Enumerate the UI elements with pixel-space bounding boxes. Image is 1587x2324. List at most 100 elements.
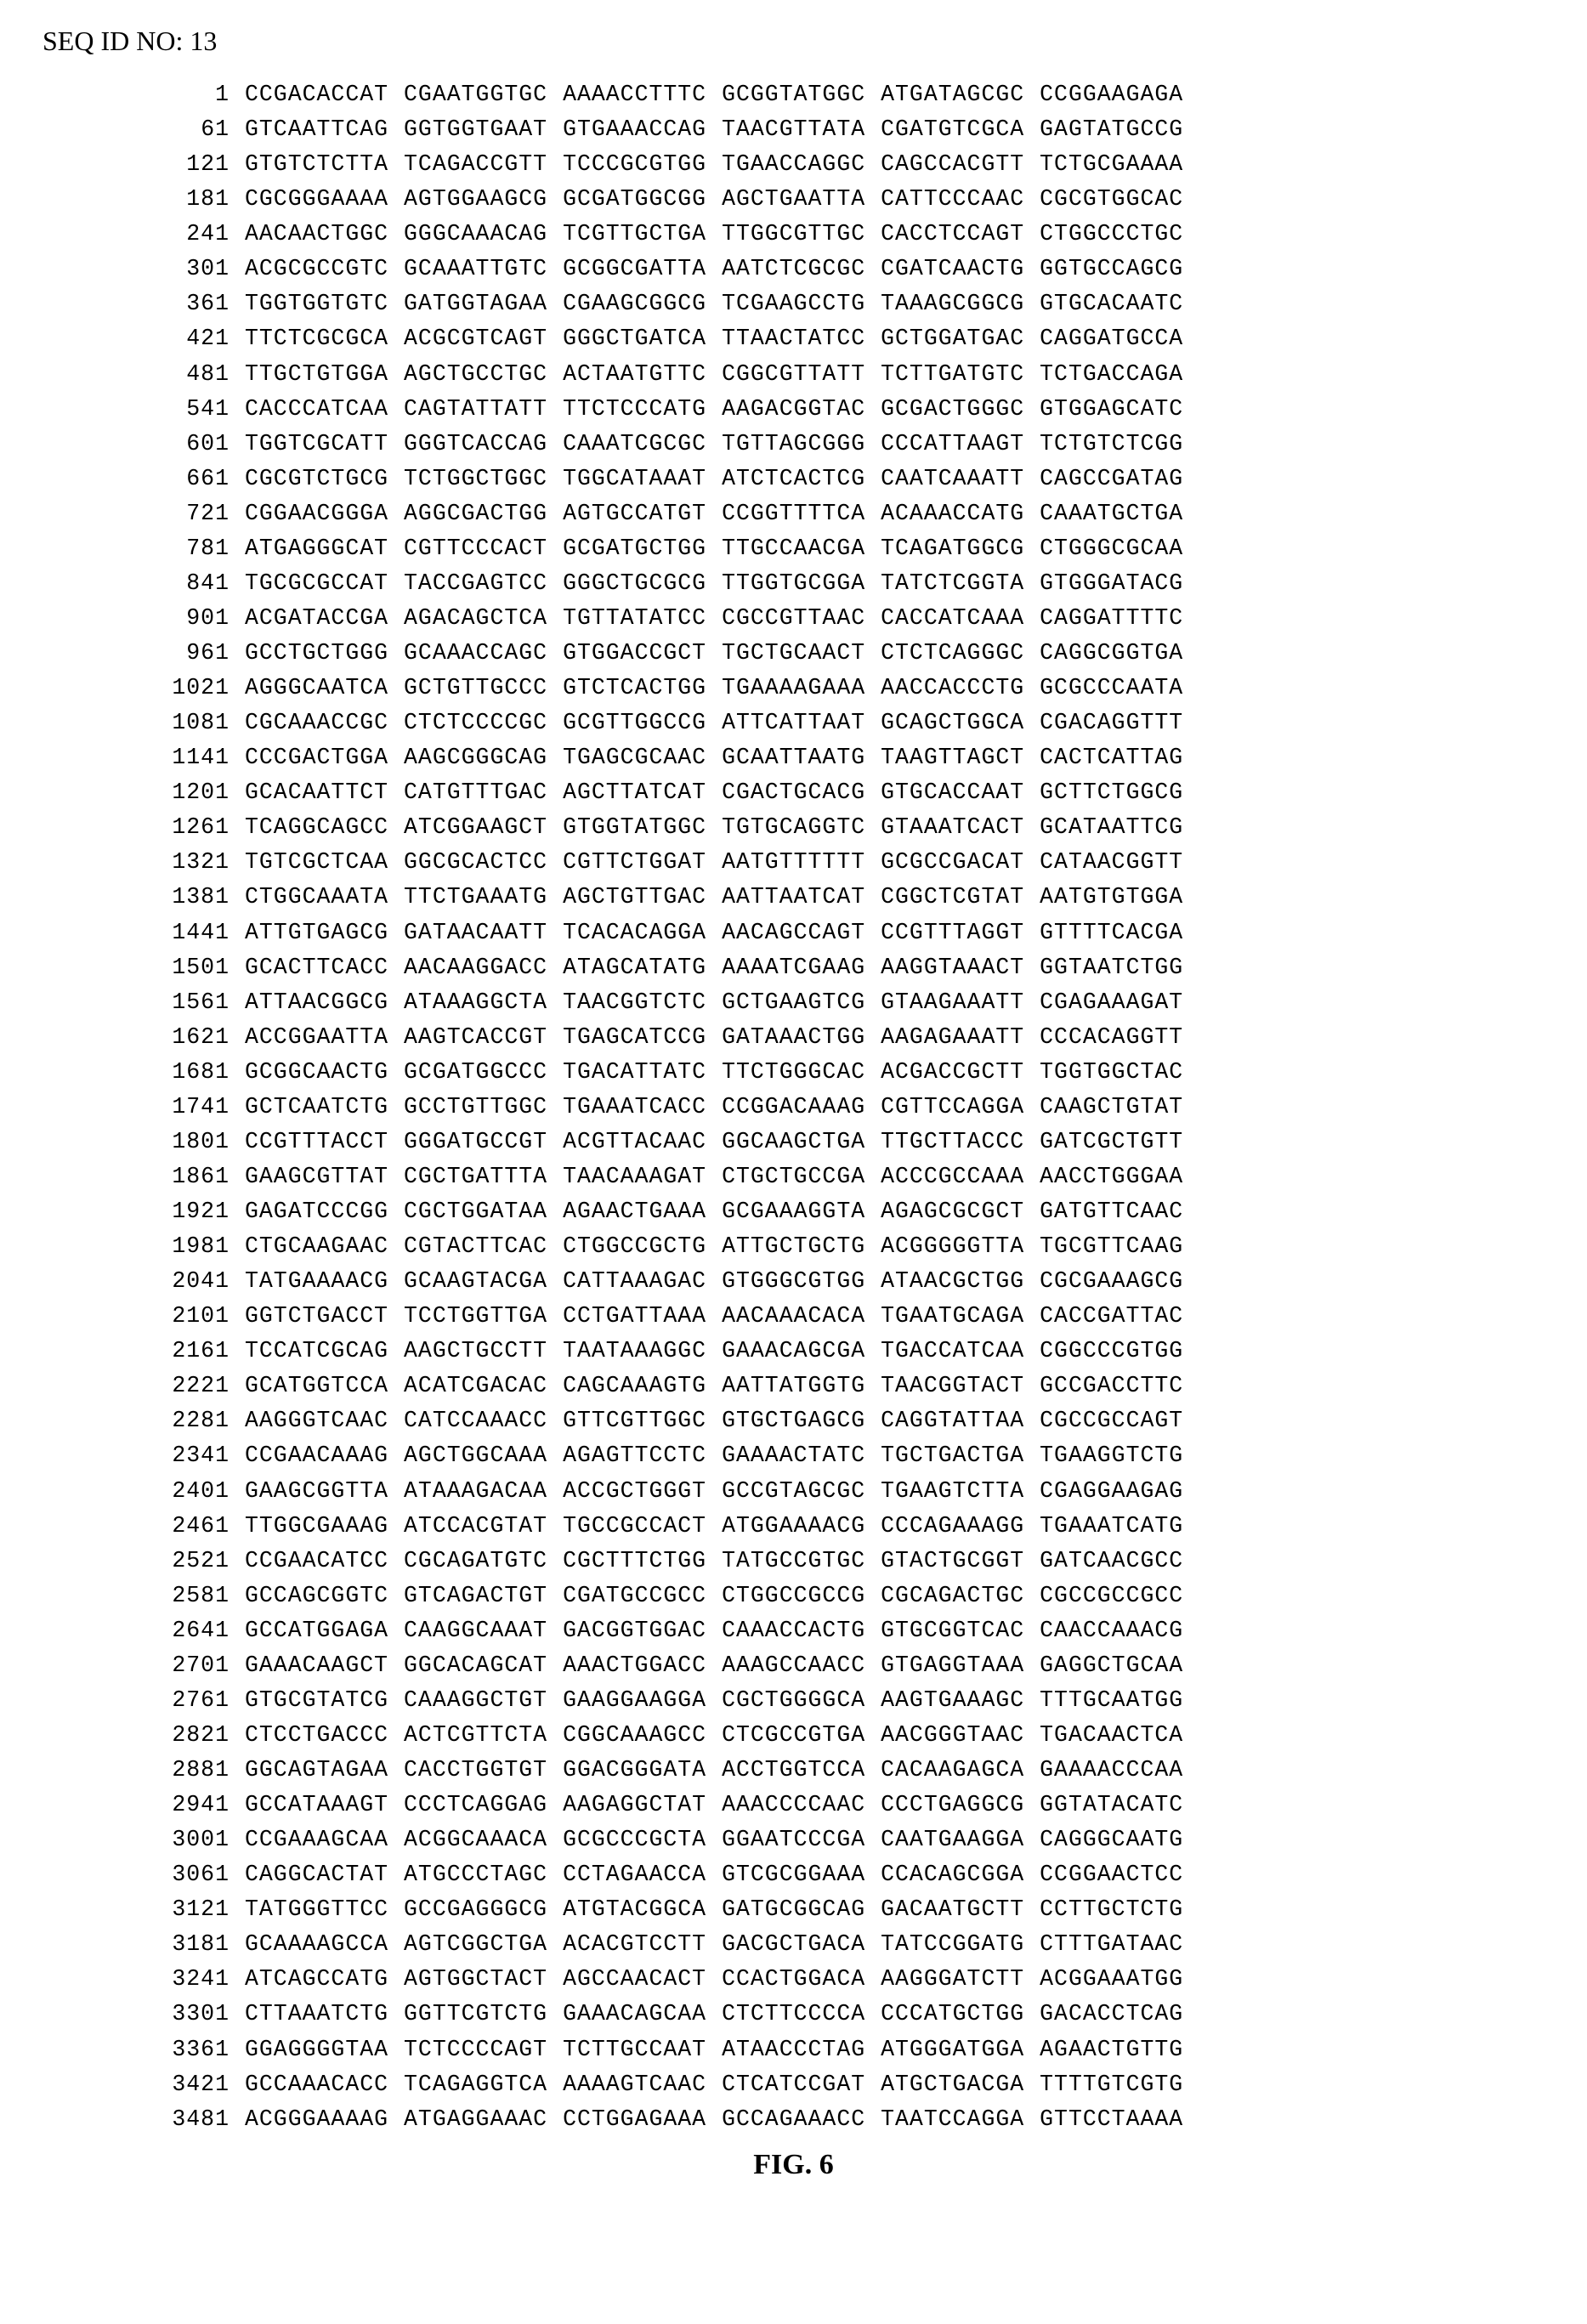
sequence-block: TCACACAGGA [563, 915, 706, 950]
sequence-block: GTGCACAATC [1040, 286, 1183, 321]
sequence-block: GATAACAATT [404, 915, 547, 950]
sequence-block: AATGTTTTTT [722, 845, 865, 880]
sequence-block: TGAATGCAGA [881, 1299, 1024, 1334]
sequence-block: TGAAAAGAAA [722, 671, 865, 706]
sequence-block: TCGAAGCCTG [722, 286, 865, 321]
position-number: 1501 [153, 950, 230, 985]
sequence-block: GGCGCACTCC [404, 845, 547, 880]
sequence-block: GTGCTGAGCG [722, 1403, 865, 1438]
sequence-block: CACTCATTAG [1040, 740, 1183, 775]
sequence-block: GGTGGTGAAT [404, 112, 547, 147]
sequence-block: GGTTCGTCTG [404, 1997, 547, 2032]
sequence-block: GATCAACGCC [1040, 1544, 1183, 1579]
sequence-block: AAGAGGCTAT [563, 1788, 706, 1822]
sequence-block: TAACGTTATA [722, 112, 865, 147]
position-number: 3481 [153, 2102, 230, 2137]
sequence-block: ATAACCCTAG [722, 2032, 865, 2067]
sequence-block: TGTTAGCGGG [722, 427, 865, 462]
sequence-block: ACTAATGTTC [563, 357, 706, 392]
sequence-block: AACAACTGGC [245, 217, 388, 252]
sequence-row: 3361GGAGGGGTAATCTCCCCAGTTCTTGCCAATATAACC… [153, 2032, 1553, 2067]
sequence-block: TGGTGGTGTC [245, 286, 388, 321]
sequence-row: 361TGGTGGTGTCGATGGTAGAACGAAGCGGCGTCGAAGC… [153, 286, 1553, 321]
sequence-block: AAGCGGGCAG [404, 740, 547, 775]
position-number: 2581 [153, 1579, 230, 1613]
sequence-block: CACAAGAGCA [881, 1753, 1024, 1788]
sequence-block: CGAAGCGGCG [563, 286, 706, 321]
sequence-block: ATGCCCTAGC [404, 1857, 547, 1892]
sequence-block: CACCATCAAA [881, 601, 1024, 636]
sequence-block: AGGCGACTGG [404, 496, 547, 531]
sequence-block: CGCGGGAAAA [245, 182, 388, 217]
position-number: 481 [153, 357, 230, 392]
sequence-block: GTCAGACTGT [404, 1579, 547, 1613]
position-number: 241 [153, 217, 230, 252]
sequence-row: 1201GCACAATTCTCATGTTTGACAGCTTATCATCGACTG… [153, 775, 1553, 810]
position-number: 1681 [153, 1055, 230, 1090]
sequence-block: CGTACTTCAC [404, 1229, 547, 1264]
sequence-block: CCGTTTACCT [245, 1125, 388, 1159]
sequence-block: GCAAGTACGA [404, 1264, 547, 1299]
sequence-block: GCGACTGGGC [881, 392, 1024, 427]
sequence-block: ATGGAAAACG [722, 1509, 865, 1544]
sequence-row: 1861GAAGCGTTATCGCTGATTTATAACAAAGATCTGCTG… [153, 1159, 1553, 1194]
sequence-block: AAGTCACCGT [404, 1020, 547, 1055]
sequence-row: 2161TCCATCGCAGAAGCTGCCTTTAATAAAGGCGAAACA… [153, 1334, 1553, 1369]
sequence-block: CAGCCGATAG [1040, 462, 1183, 496]
sequence-block: CCACTGGACA [722, 1962, 865, 1997]
sequence-block: CAGCAAAGTG [563, 1369, 706, 1403]
sequence-row: 3421GCCAAACACCTCAGAGGTCAAAAAGTCAACCTCATC… [153, 2067, 1553, 2102]
sequence-block: GCCTGTTGGC [404, 1090, 547, 1125]
sequence-block: CACCCATCAA [245, 392, 388, 427]
sequence-block: CAGGGCAATG [1040, 1822, 1183, 1857]
sequence-block: CAACCAAACG [1040, 1613, 1183, 1648]
sequence-block: AGAACTGTTG [1040, 2032, 1183, 2067]
sequence-block: CAGGCGGTGA [1040, 636, 1183, 671]
sequence-block: GTTCGTTGGC [563, 1403, 706, 1438]
sequence-block: TGCGTTCAAG [1040, 1229, 1183, 1264]
sequence-block: GCAAACCAGC [404, 636, 547, 671]
position-number: 1801 [153, 1125, 230, 1159]
sequence-block: CGATGTCGCA [881, 112, 1024, 147]
sequence-block: TATGCCGTGC [722, 1544, 865, 1579]
sequence-block: CCGGAAGAGA [1040, 77, 1183, 112]
sequence-row: 2881GGCAGTAGAACACCTGGTGTGGACGGGATAACCTGG… [153, 1753, 1553, 1788]
sequence-block: AAAGCCAACC [722, 1648, 865, 1683]
sequence-block: AGTGGCTACT [404, 1962, 547, 1997]
sequence-block: CTCGCCGTGA [722, 1718, 865, 1753]
sequence-block: CGCTGGGGCA [722, 1683, 865, 1718]
sequence-block: AACGGGTAAC [881, 1718, 1024, 1753]
sequence-block: CAGGTATTAA [881, 1403, 1024, 1438]
sequence-block: AGGGCAATCA [245, 671, 388, 706]
sequence-block: GGGCTGATCA [563, 321, 706, 356]
sequence-block: GACACCTCAG [1040, 1997, 1183, 2032]
sequence-block: GCTGAAGTCG [722, 985, 865, 1020]
sequence-block: CTTTGATAAC [1040, 1927, 1183, 1962]
position-number: 721 [153, 496, 230, 531]
sequence-block: GGCACAGCAT [404, 1648, 547, 1683]
sequence-block: AGCTGTTGAC [563, 880, 706, 915]
sequence-row: 2941GCCATAAAGTCCCTCAGGAGAAGAGGCTATAAACCC… [153, 1788, 1553, 1822]
sequence-block: TGTTATATCC [563, 601, 706, 636]
sequence-block: CCCGACTGGA [245, 740, 388, 775]
sequence-block: GTTCCTAAAA [1040, 2102, 1183, 2137]
sequence-block: GACGGTGGAC [563, 1613, 706, 1648]
sequence-block: TCTGACCAGA [1040, 357, 1183, 392]
sequence-block: TGGTGGCTAC [1040, 1055, 1183, 1090]
sequence-block: CAAAGGCTGT [404, 1683, 547, 1718]
sequence-row: 2641GCCATGGAGACAAGGCAAATGACGGTGGACCAAACC… [153, 1613, 1553, 1648]
position-number: 661 [153, 462, 230, 496]
sequence-block: ATGCTGACGA [881, 2067, 1024, 2102]
position-number: 1861 [153, 1159, 230, 1194]
sequence-block: CGATCAACTG [881, 252, 1024, 286]
sequence-block: AACAGCCAGT [722, 915, 865, 950]
sequence-block: AAGGGTCAAC [245, 1403, 388, 1438]
sequence-block: AGCCAACACT [563, 1962, 706, 1997]
position-number: 3181 [153, 1927, 230, 1962]
sequence-block: TGCCGCCACT [563, 1509, 706, 1544]
sequence-row: 121GTGTCTCTTATCAGACCGTTTCCCGCGTGGTGAACCA… [153, 147, 1553, 182]
sequence-block: CGCGTCTGCG [245, 462, 388, 496]
sequence-block: CAGTATTATT [404, 392, 547, 427]
sequence-block: CGCCGCCAGT [1040, 1403, 1183, 1438]
sequence-block: CAGGATGCCA [1040, 321, 1183, 356]
